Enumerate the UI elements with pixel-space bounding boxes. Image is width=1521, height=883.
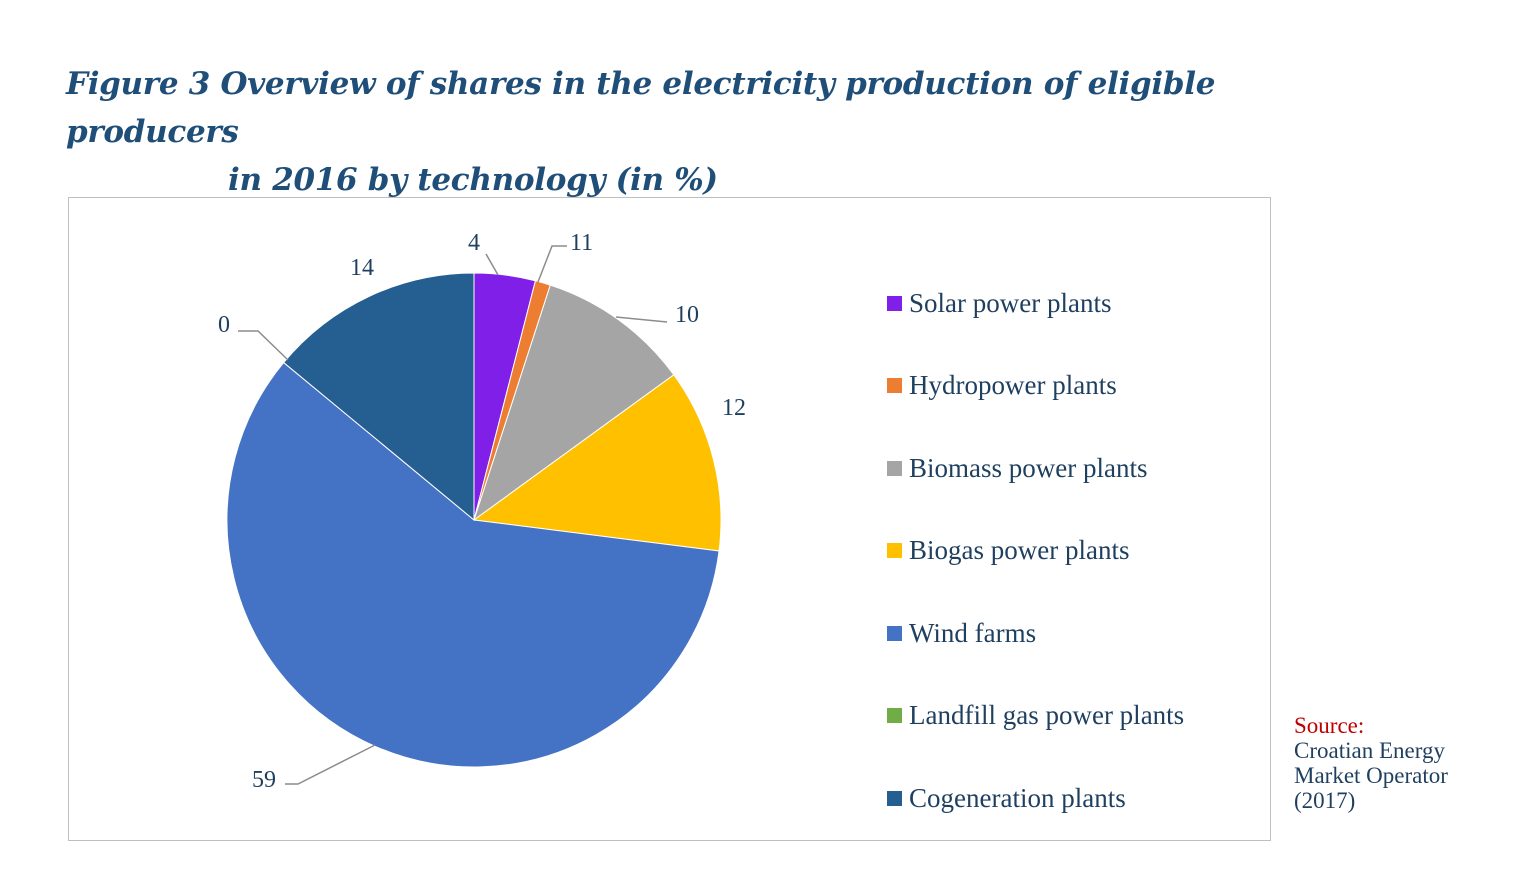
data-label-solar-power-plants: 4	[468, 230, 480, 256]
chart-title: Figure 3 Overview of shares in the elect…	[66, 60, 1366, 204]
chart-area	[68, 197, 1271, 841]
legend-swatch-biomass-power-plants	[887, 460, 902, 476]
source-text: Croatian Energy Market Operator (2017)	[1294, 738, 1448, 813]
legend-swatch-wind-farms	[887, 625, 902, 641]
pie-slice-biogas-power-plants	[472, 374, 722, 552]
data-label-wind-farms: 59	[252, 767, 276, 793]
legend-label-landfill-gas-power-plants: Landfill gas power plants	[909, 700, 1185, 730]
source-heading: Source:	[1294, 713, 1365, 738]
data-label-landfill-gas-power-plants: 0	[218, 312, 230, 338]
legend-swatch-landfill-gas-power-plants	[887, 708, 902, 723]
legend-item-biogas-power-plants: Biogas power plants	[887, 531, 1129, 571]
legend-item-landfill-gas-power-plants: Landfill gas power plants	[887, 696, 1184, 736]
legend-label-biomass-power-plants: Biomass power plants	[909, 452, 1148, 483]
legend-swatch-biogas-power-plants	[887, 543, 902, 558]
legend-label-cogeneration-plants: Cogeneration plants	[909, 782, 1126, 813]
data-label-cogeneration-plants: 14	[350, 255, 374, 281]
legend-item-wind-farms: Wind farms	[887, 613, 1036, 653]
pie-slice-wind-farms	[226, 361, 720, 768]
leader-line-landfill-gas-power-plants	[238, 330, 289, 361]
legend-swatch-hydropower-plants	[887, 378, 902, 393]
legend-item-cogeneration-plants: Cogeneration plants	[887, 778, 1126, 818]
title-line-2: in 2016 by technology (in %)	[228, 162, 718, 198]
legend-label-hydropower-plants: Hydropower plants	[909, 370, 1117, 400]
data-label-biogas-power-plants: 12	[722, 395, 746, 421]
title-line-1: Figure 3 Overview of shares in the elect…	[66, 66, 1216, 150]
source-note: Source: Croatian Energy Market Operator …	[1294, 713, 1514, 813]
pie-slice-biomass-power-plants	[473, 284, 675, 522]
legend-label-biogas-power-plants: Biogas power plants	[909, 535, 1130, 565]
data-label-biomass-power-plants: 10	[675, 302, 699, 328]
legend-item-solar-power-plants: Solar power plants	[887, 283, 1111, 323]
legend-item-hydropower-plants: Hydropower plants	[887, 366, 1117, 406]
legend-label-wind-farms: Wind farms	[909, 617, 1037, 648]
leader-line-biomass-power-plants	[615, 316, 668, 323]
legend-swatch-solar-power-plants	[887, 295, 902, 311]
data-label-hydropower-plants: 11	[570, 230, 593, 256]
leader-line-wind-farms	[285, 744, 376, 785]
legend-label-solar-power-plants: Solar power plants	[909, 287, 1112, 318]
pie-slice-cogeneration-plants	[282, 272, 475, 522]
leader-line-hydropower-plants	[537, 245, 567, 283]
legend-item-biomass-power-plants: Biomass power plants	[887, 448, 1147, 488]
leader-line-solar-power-plants	[485, 253, 499, 276]
legend-swatch-cogeneration-plants	[887, 790, 902, 806]
